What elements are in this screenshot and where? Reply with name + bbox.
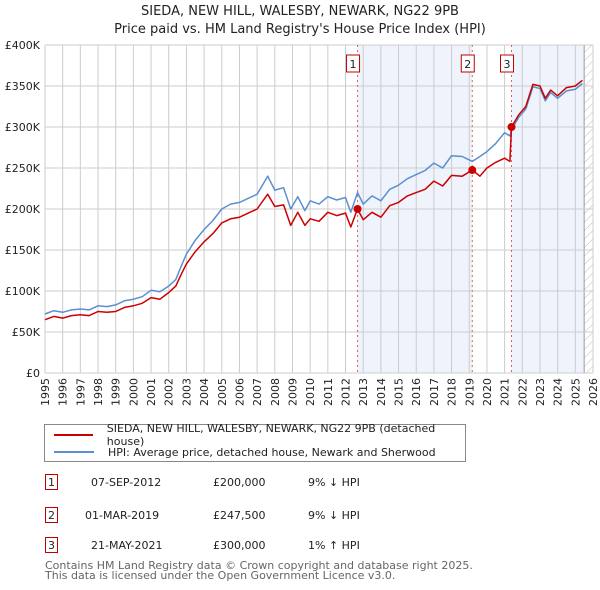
x-tick-label: 1996 — [57, 378, 70, 406]
footer: Contains HM Land Registry data © Crown c… — [45, 559, 473, 582]
x-tick-label: 2004 — [198, 378, 211, 406]
y-tick-label: £400K — [5, 39, 41, 52]
legend-swatch-hpi — [54, 451, 94, 453]
transaction-price: £247,500 — [213, 509, 266, 522]
sale-marker-label: 3 — [504, 58, 511, 71]
sale-point — [468, 166, 477, 175]
x-tick-label: 2007 — [251, 378, 264, 406]
y-tick-label: £200K — [5, 203, 41, 216]
x-tick-label: 2001 — [145, 378, 158, 406]
marker-number: 1 — [45, 474, 58, 490]
transaction-hpi-diff: 9% ↓ HPI — [308, 509, 360, 522]
x-tick-label: 2012 — [340, 378, 353, 406]
transaction-date: 07-SEP-2012 — [91, 476, 162, 489]
x-tick-label: 2024 — [552, 378, 565, 406]
x-tick-label: 2020 — [481, 378, 494, 406]
x-tick-label: 1997 — [74, 378, 87, 406]
x-tick-label: 2010 — [304, 378, 317, 406]
sale-marker-label: 2 — [464, 58, 471, 71]
y-tick-label: £50K — [12, 326, 41, 339]
x-tick-label: 2022 — [516, 378, 529, 406]
marker-number: 2 — [45, 507, 58, 523]
chart-title: SIEDA, NEW HILL, WALESBY, NEWARK, NG22 9… — [141, 4, 459, 19]
x-tick-label: 1995 — [39, 378, 52, 406]
x-tick-label: 2011 — [322, 378, 335, 406]
transaction-price: £300,000 — [213, 539, 266, 552]
y-tick-label: £250K — [5, 162, 41, 175]
sale-marker-box — [500, 54, 515, 73]
sale-marker-label: 1 — [350, 58, 357, 71]
x-tick-label: 2008 — [269, 378, 282, 406]
legend-item-hpi: HPI: Average price, detached house, Newa… — [45, 444, 436, 460]
marker-number: 3 — [45, 537, 58, 553]
sale-point — [353, 205, 362, 213]
x-tick-label: 2006 — [233, 378, 246, 406]
x-tick-label: 2018 — [446, 378, 459, 406]
sale-point — [507, 123, 516, 131]
chart-subtitle: Price paid vs. HM Land Registry's House … — [114, 22, 486, 37]
y-tick-label: £300K — [5, 121, 41, 134]
sale-marker-box — [460, 54, 475, 73]
x-tick-label: 2019 — [463, 378, 476, 406]
transaction-hpi-diff: 1% ↑ HPI — [308, 539, 360, 552]
x-tick-label: 2002 — [163, 378, 176, 406]
x-tick-label: 2009 — [286, 378, 299, 406]
legend-label-property: SIEDA, NEW HILL, WALESBY, NEWARK, NG22 9… — [106, 422, 436, 448]
footer-copyright: Contains HM Land Registry data © Crown c… — [45, 559, 473, 572]
x-tick-label: 2026 — [587, 378, 600, 406]
x-tick-label: 2017 — [428, 378, 441, 406]
x-tick-label: 1999 — [110, 378, 123, 406]
x-tick-label: 2005 — [216, 378, 229, 406]
transaction-hpi-diff: 9% ↓ HPI — [308, 476, 360, 489]
legend-item-property: SIEDA, NEW HILL, WALESBY, NEWARK, NG22 9… — [45, 422, 465, 448]
x-tick-label: 2016 — [410, 378, 423, 406]
x-tick-label: 1998 — [92, 378, 105, 406]
x-tick-label: 2014 — [375, 378, 388, 406]
transaction-price: £200,000 — [213, 476, 266, 489]
x-tick-label: 2000 — [127, 378, 140, 406]
y-tick-label: £100K — [5, 285, 41, 298]
legend-label-hpi: HPI: Average price, detached house, Newa… — [108, 445, 436, 459]
x-tick-label: 2021 — [499, 378, 512, 406]
x-tick-label: 2025 — [569, 378, 582, 406]
x-tick-label: 2013 — [357, 378, 370, 406]
x-tick-label: 2003 — [180, 378, 193, 406]
y-tick-label: £150K — [5, 244, 41, 257]
legend-swatch-property — [54, 434, 93, 436]
chart-legend: SIEDA, NEW HILL, WALESBY, NEWARK, NG22 9… — [44, 422, 466, 462]
y-tick-label: £350K — [5, 80, 41, 93]
y-tick-label: £0 — [26, 367, 40, 380]
property-price-line — [44, 79, 583, 321]
price-chart: £0 £50K £100K £150K £200K £250K £300K £350K £400… — [5, 39, 600, 406]
x-tick-label: 2015 — [393, 378, 406, 406]
transaction-date: 01-MAR-2019 — [85, 509, 160, 522]
sale-marker-box — [346, 54, 361, 73]
hpi-line — [44, 82, 583, 315]
footer-licence: This data is licensed under the Open Gov… — [45, 569, 396, 582]
transaction-date: 21-MAY-2021 — [91, 539, 163, 552]
x-tick-label: 2023 — [534, 378, 547, 406]
